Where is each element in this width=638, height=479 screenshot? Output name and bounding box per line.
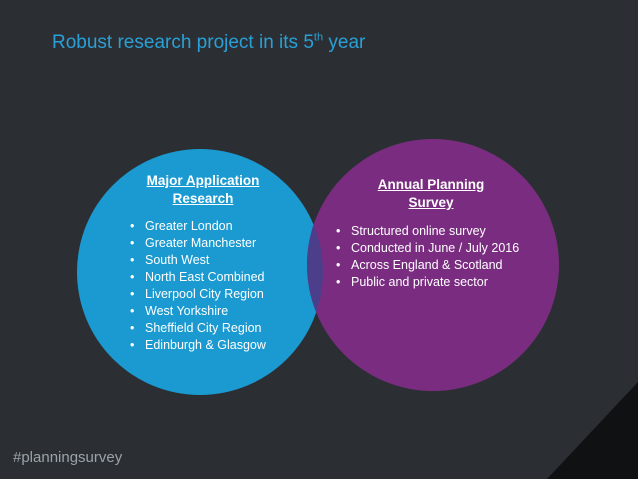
list-item: Liverpool City Region bbox=[130, 286, 290, 303]
list-item: West Yorkshire bbox=[130, 303, 290, 320]
list-item: Sheffield City Region bbox=[130, 320, 290, 337]
corner-triangle bbox=[547, 382, 638, 479]
left-circle-list: Greater London Greater Manchester South … bbox=[130, 218, 290, 354]
right-circle-content: Annual Planning Survey Structured online… bbox=[336, 176, 546, 291]
list-item: Structured online survey bbox=[336, 223, 546, 240]
left-circle-heading: Major Application Research bbox=[130, 172, 276, 208]
list-item: Across England & Scotland bbox=[336, 257, 546, 274]
list-item: Edinburgh & Glasgow bbox=[130, 337, 290, 354]
right-circle-list: Structured online survey Conducted in Ju… bbox=[336, 223, 546, 291]
right-heading-line-1: Annual Planning bbox=[377, 177, 485, 192]
title-end: year bbox=[323, 32, 366, 53]
left-heading-line-2: Research bbox=[172, 191, 234, 206]
list-item: Greater Manchester bbox=[130, 235, 290, 252]
list-item: South West bbox=[130, 252, 290, 269]
list-item: North East Combined bbox=[130, 269, 290, 286]
right-circle-heading: Annual Planning Survey bbox=[336, 176, 526, 212]
list-item: Greater London bbox=[130, 218, 290, 235]
slide-title: Robust research project in its 5th year bbox=[52, 32, 365, 54]
list-item: Public and private sector bbox=[336, 274, 546, 291]
hashtag-label: #planningsurvey bbox=[13, 449, 123, 466]
right-heading-line-2: Survey bbox=[408, 195, 454, 210]
title-main: Robust research project in its 5 bbox=[52, 32, 314, 53]
title-superscript: th bbox=[313, 31, 324, 44]
left-heading-line-1: Major Application bbox=[146, 173, 260, 188]
list-item: Conducted in June / July 2016 bbox=[336, 240, 546, 257]
left-circle-content: Major Application Research Greater Londo… bbox=[130, 172, 290, 354]
